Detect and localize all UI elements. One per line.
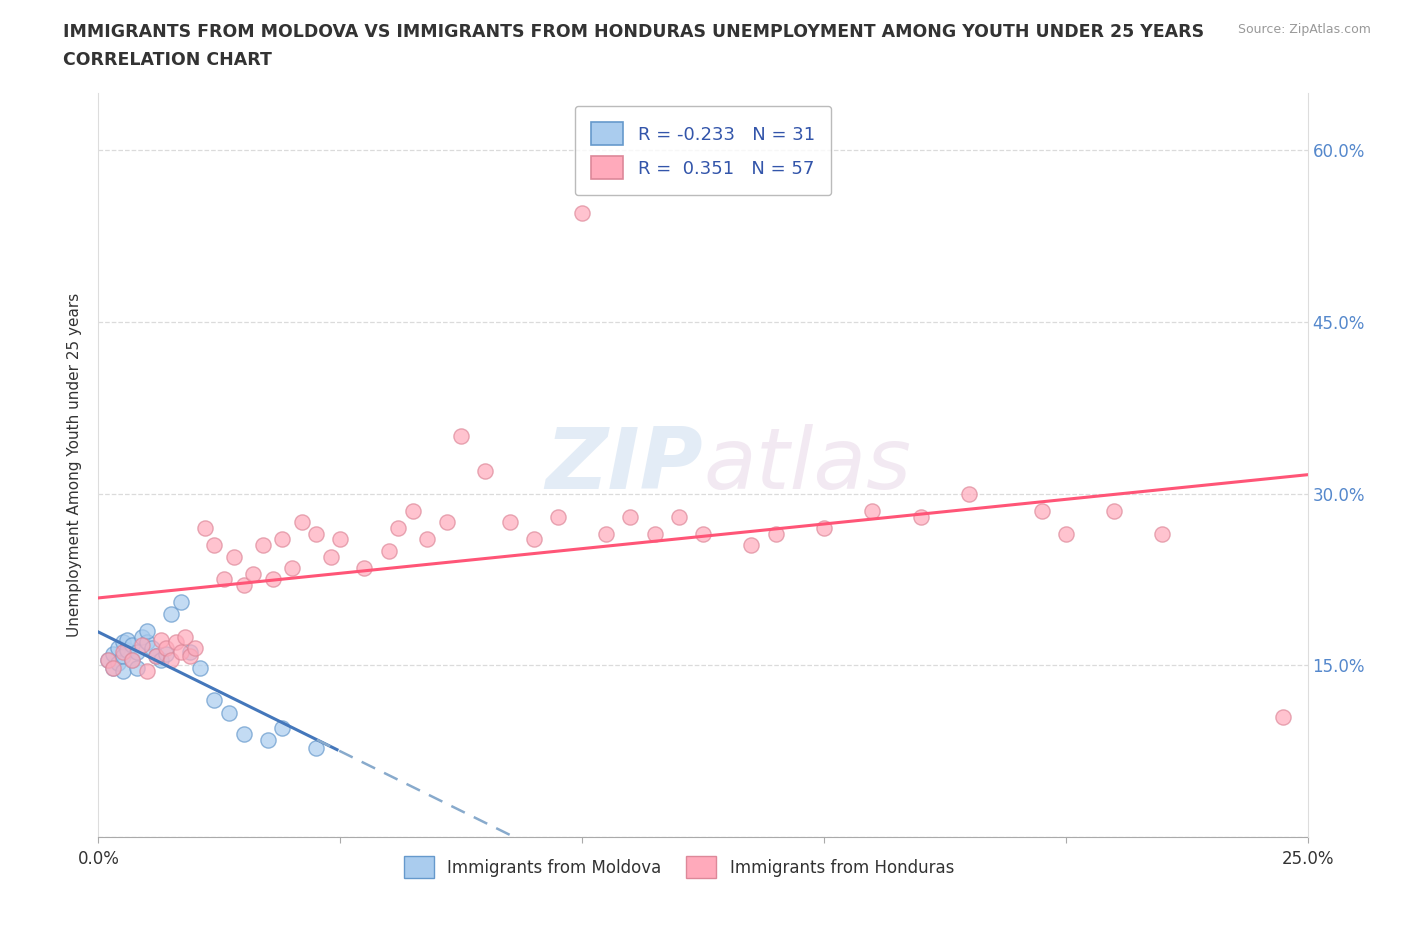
Text: CORRELATION CHART: CORRELATION CHART bbox=[63, 51, 273, 69]
Point bbox=[135, 635, 157, 650]
Point bbox=[1152, 526, 1174, 541]
Point bbox=[256, 732, 278, 747]
Point bbox=[571, 206, 593, 220]
Point bbox=[160, 652, 183, 667]
Point bbox=[169, 644, 191, 659]
Point bbox=[218, 706, 240, 721]
Point bbox=[179, 644, 201, 659]
Text: IMMIGRANTS FROM MOLDOVA VS IMMIGRANTS FROM HONDURAS UNEMPLOYMENT AMONG YOUTH UND: IMMIGRANTS FROM MOLDOVA VS IMMIGRANTS FR… bbox=[63, 23, 1205, 41]
Point bbox=[101, 660, 124, 675]
Point bbox=[111, 664, 134, 679]
Point bbox=[111, 635, 134, 650]
Point bbox=[668, 509, 690, 524]
Point bbox=[131, 637, 153, 652]
Point bbox=[353, 561, 375, 576]
Point bbox=[101, 646, 124, 661]
Text: Source: ZipAtlas.com: Source: ZipAtlas.com bbox=[1237, 23, 1371, 36]
Point bbox=[204, 692, 226, 707]
Point bbox=[121, 652, 143, 667]
Point bbox=[1031, 503, 1053, 518]
Point bbox=[416, 532, 439, 547]
Point bbox=[155, 646, 177, 661]
Point bbox=[547, 509, 569, 524]
Point bbox=[179, 649, 201, 664]
Point bbox=[252, 538, 274, 552]
Point bbox=[141, 641, 163, 656]
Point bbox=[474, 463, 496, 478]
Point bbox=[281, 561, 304, 576]
Point bbox=[319, 549, 342, 564]
Point bbox=[957, 486, 980, 501]
Point bbox=[97, 652, 120, 667]
Point bbox=[498, 515, 520, 530]
Point bbox=[145, 649, 167, 664]
Point bbox=[174, 630, 197, 644]
Point bbox=[523, 532, 546, 547]
Text: ZIP: ZIP bbox=[546, 423, 703, 507]
Point bbox=[305, 526, 328, 541]
Point bbox=[860, 503, 883, 518]
Point bbox=[127, 660, 149, 675]
Point bbox=[813, 521, 835, 536]
Point bbox=[204, 538, 226, 552]
Point bbox=[107, 641, 129, 656]
Point bbox=[290, 515, 312, 530]
Point bbox=[160, 606, 183, 621]
Point bbox=[910, 509, 932, 524]
Point bbox=[305, 740, 328, 755]
Point bbox=[194, 521, 217, 536]
Point bbox=[169, 595, 191, 610]
Point bbox=[436, 515, 458, 530]
Point bbox=[740, 538, 762, 552]
Point bbox=[387, 521, 409, 536]
Point bbox=[107, 656, 129, 671]
Point bbox=[644, 526, 666, 541]
Point bbox=[121, 652, 143, 667]
Point bbox=[131, 630, 153, 644]
Point bbox=[765, 526, 787, 541]
Point bbox=[111, 644, 134, 659]
Point bbox=[184, 641, 207, 656]
Point bbox=[165, 635, 187, 650]
Point bbox=[212, 572, 235, 587]
Point bbox=[450, 429, 472, 444]
Point bbox=[111, 649, 134, 664]
Point bbox=[117, 643, 139, 658]
Point bbox=[692, 526, 714, 541]
Point bbox=[101, 660, 124, 675]
Point bbox=[262, 572, 284, 587]
Point bbox=[127, 644, 149, 659]
Point bbox=[402, 503, 425, 518]
Point bbox=[232, 578, 254, 592]
Point bbox=[242, 566, 264, 581]
Point bbox=[135, 623, 157, 638]
Point bbox=[117, 632, 139, 647]
Point bbox=[619, 509, 641, 524]
Point bbox=[222, 549, 245, 564]
Point bbox=[232, 726, 254, 741]
Point bbox=[135, 664, 157, 679]
Point bbox=[150, 632, 173, 647]
Point bbox=[97, 652, 120, 667]
Point bbox=[377, 543, 399, 558]
Point bbox=[595, 526, 617, 541]
Point bbox=[155, 641, 177, 656]
Point bbox=[271, 532, 294, 547]
Point bbox=[1272, 710, 1295, 724]
Point bbox=[271, 721, 294, 736]
Point bbox=[1102, 503, 1125, 518]
Point bbox=[188, 660, 211, 675]
Point bbox=[329, 532, 352, 547]
Legend: Immigrants from Moldova, Immigrants from Honduras: Immigrants from Moldova, Immigrants from… bbox=[396, 850, 960, 884]
Point bbox=[1054, 526, 1077, 541]
Y-axis label: Unemployment Among Youth under 25 years: Unemployment Among Youth under 25 years bbox=[67, 293, 83, 637]
Text: atlas: atlas bbox=[703, 423, 911, 507]
Point bbox=[145, 649, 167, 664]
Point bbox=[150, 652, 173, 667]
Point bbox=[121, 637, 143, 652]
